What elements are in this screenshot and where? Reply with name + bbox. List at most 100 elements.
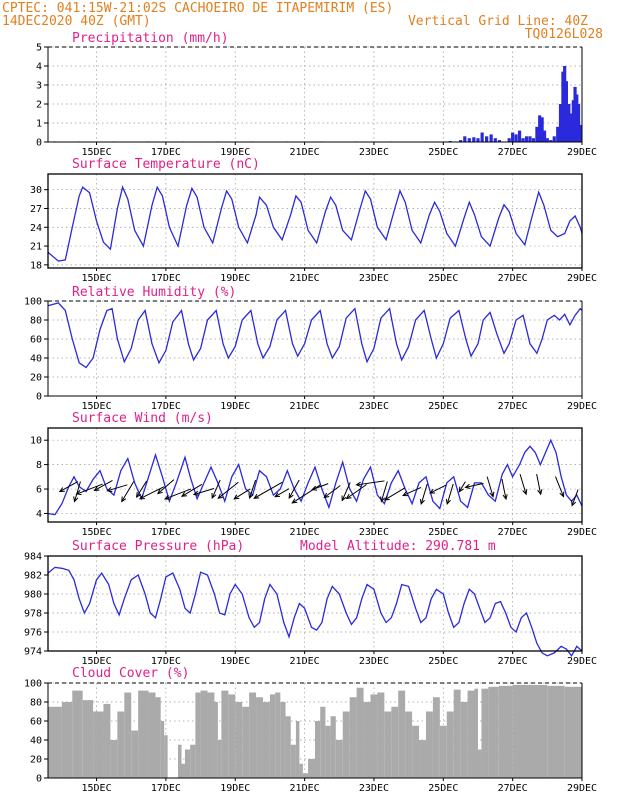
cloud-bar bbox=[308, 759, 315, 778]
pres-ytick-label: 978 bbox=[24, 609, 42, 620]
temp-xtick-label: 21DEC bbox=[290, 273, 320, 284]
wind-vector-head bbox=[93, 486, 100, 491]
precip-bar bbox=[567, 104, 571, 142]
pres-xtick-label: 21DEC bbox=[290, 656, 320, 667]
wind-vector bbox=[107, 484, 128, 492]
cloud-bar bbox=[477, 749, 482, 778]
cloud-bar bbox=[290, 744, 296, 778]
wind-ytick-label: 6 bbox=[36, 485, 42, 496]
wind-vector-head bbox=[571, 500, 577, 507]
temp-title: Surface Temperature (nC) bbox=[72, 157, 260, 172]
precip-bar bbox=[480, 132, 484, 142]
temp-frame bbox=[47, 173, 583, 269]
cloud-bar bbox=[315, 721, 321, 778]
cloud-bar bbox=[474, 688, 478, 778]
wind-vector bbox=[346, 484, 367, 499]
cloud-bar bbox=[103, 703, 111, 778]
wind-vector bbox=[217, 481, 239, 499]
rh-xtick-label: 15DEC bbox=[81, 401, 111, 412]
wind-vector bbox=[571, 489, 579, 506]
pres-ytick-label: 974 bbox=[24, 647, 42, 658]
wind-ytick-label: 8 bbox=[36, 460, 42, 471]
cloud-bar bbox=[72, 690, 83, 778]
wind-vector bbox=[380, 481, 388, 502]
precip-ytick-label: 2 bbox=[36, 100, 42, 111]
cloud-bar bbox=[256, 697, 263, 778]
wind-vector bbox=[458, 481, 466, 492]
header-model: TQ0126L028 bbox=[525, 27, 603, 42]
cloud-bar bbox=[564, 686, 582, 778]
rh-xtick-label: 19DEC bbox=[220, 401, 250, 412]
rh-xtick-label: 27DEC bbox=[498, 401, 528, 412]
precip-bar bbox=[563, 66, 567, 142]
wind-vector-head bbox=[121, 496, 127, 503]
cloud-xtick-label: 27DEC bbox=[498, 783, 528, 794]
cloud-bar bbox=[262, 702, 270, 778]
precip-xtick-label: 27DEC bbox=[498, 147, 528, 158]
wind-xtick-label: 27DEC bbox=[498, 527, 528, 538]
cloud-bar bbox=[217, 740, 222, 778]
pres-xtick-label: 19DEC bbox=[220, 656, 250, 667]
temp-xtick-label: 25DEC bbox=[428, 273, 458, 284]
wind-vector bbox=[76, 483, 103, 495]
cloud-xtick-label: 15DEC bbox=[81, 783, 111, 794]
rh-panel: 0 20 40 60 80 100 15DEC 17DEC 19DEC 21DEC 23DEC 25D… bbox=[24, 297, 597, 413]
precip-bar bbox=[521, 138, 525, 142]
cloud-xtick-label: 17DEC bbox=[151, 783, 181, 794]
precip-ytick-label: 0 bbox=[36, 138, 42, 149]
wind-vector-head bbox=[192, 490, 200, 496]
cloud-bar bbox=[299, 763, 303, 778]
wind-vector-head bbox=[489, 491, 495, 498]
cloud-bar bbox=[349, 697, 357, 778]
wind-xtick-label: 23DEC bbox=[359, 527, 389, 538]
wind-title: Surface Wind (m/s) bbox=[72, 411, 213, 426]
cloud-xtick-label: 21DEC bbox=[290, 783, 320, 794]
wind-vector bbox=[554, 476, 564, 497]
wind-vector-head bbox=[380, 496, 386, 503]
header-station: CPTEC: 041:15W-21:02S CACHOEIRO DE ITAPE… bbox=[2, 1, 393, 16]
temp-ytick-label: 24 bbox=[30, 223, 42, 234]
cloud-bar bbox=[398, 690, 406, 778]
precip-bar bbox=[556, 126, 560, 142]
cloud-bar bbox=[460, 702, 468, 778]
rh-ytick-label: 60 bbox=[30, 335, 42, 346]
cloud-bar bbox=[131, 730, 139, 778]
precip-xtick-label: 17DEC bbox=[151, 147, 181, 158]
cloud-bar bbox=[330, 716, 336, 778]
cloud-bar bbox=[269, 694, 276, 778]
cloud-bar bbox=[195, 692, 201, 778]
pres-panel: 974 976 978 980 982 984 15DEC 17DEC 19DEC 21DEC 23… bbox=[24, 552, 597, 668]
wind-xtick-label: 21DEC bbox=[290, 527, 320, 538]
wind-vector bbox=[536, 474, 542, 495]
precip-xtick-label: 23DEC bbox=[359, 147, 389, 158]
cloud-bar bbox=[138, 690, 149, 778]
cloud-bar bbox=[419, 740, 426, 778]
precip-bar bbox=[549, 140, 553, 142]
precip-bar bbox=[489, 134, 493, 142]
wind-vector bbox=[465, 482, 484, 488]
precip-bar bbox=[552, 136, 556, 142]
precip-bar bbox=[569, 113, 574, 142]
rh-ytick-label: 80 bbox=[30, 316, 42, 327]
precip-bar bbox=[514, 134, 518, 142]
wind-vector-head bbox=[458, 486, 464, 493]
rh-xtick-label: 17DEC bbox=[151, 401, 181, 412]
cloud-xtick-label: 29DEC bbox=[567, 783, 597, 794]
wind-vector bbox=[429, 484, 447, 494]
precip-bar bbox=[576, 104, 581, 142]
cloud-bar bbox=[82, 700, 94, 778]
cloud-bar bbox=[242, 706, 250, 778]
precip-ytick-label: 3 bbox=[36, 81, 42, 92]
precip-bar bbox=[511, 132, 515, 142]
cloud-bar bbox=[481, 688, 489, 778]
cloud-bar bbox=[377, 692, 385, 778]
precip-bar bbox=[535, 126, 539, 142]
plot-area: 0 1 2 3 4 5 15DEC 17DEC 19DEC 21DEC 23DEC 25DEC 27DE… bbox=[24, 43, 597, 795]
rh-xtick-label: 25DEC bbox=[428, 401, 458, 412]
cloud-bar bbox=[425, 711, 433, 778]
temp-ytick-label: 21 bbox=[30, 242, 42, 253]
header-grid-line: Vertical Grid Line: 40Z bbox=[408, 14, 588, 29]
cloud-bar bbox=[160, 721, 165, 778]
cloud-bar bbox=[200, 690, 208, 778]
rh-ytick-label: 0 bbox=[36, 392, 42, 403]
